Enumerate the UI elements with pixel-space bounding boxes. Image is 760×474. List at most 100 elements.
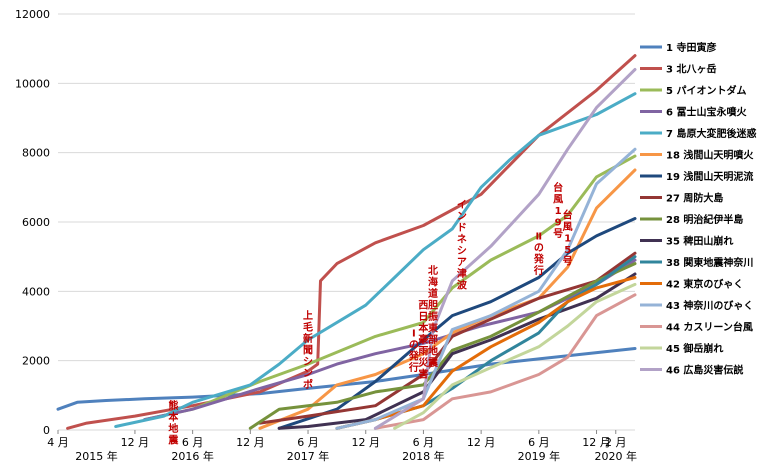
annotation-char: 東 <box>428 322 438 335</box>
annotation-char: 聞 <box>303 345 313 357</box>
annotation-char: 震 <box>428 357 439 369</box>
y-tick-label: 6000 <box>22 216 50 229</box>
annotation-char: 台 <box>563 209 573 222</box>
legend-label: 43 神奈川のびゃく <box>666 299 753 312</box>
x-tick-label: 4 月 <box>47 436 69 449</box>
annotation-char: ン <box>303 369 313 380</box>
y-tick-label: 10000 <box>15 77 50 90</box>
x-tick-label: 6 月 <box>528 436 550 449</box>
annotation-char: の <box>534 243 544 254</box>
annotation-char: 地 <box>168 422 178 435</box>
annotation-char: の <box>409 340 419 351</box>
x-tick-label: 12 月 <box>467 436 496 449</box>
series-line <box>373 68 637 430</box>
annotation-char: 津 <box>457 267 467 280</box>
x-tick-label: 12 月 <box>236 436 265 449</box>
legend-label: 6 冨士山宝永噴火 <box>666 106 747 119</box>
series-line <box>114 92 637 428</box>
legend-label: 18 浅間山天明噴火 <box>666 149 754 162</box>
x-year-label: 2016 年 <box>171 449 214 463</box>
legend-label: 42 東京のびゃく <box>666 278 743 291</box>
annotation-char: 号 <box>553 228 563 240</box>
annotation-char: 1 <box>564 234 571 245</box>
y-tick-label: 2000 <box>22 355 50 368</box>
annotation-char: 災 <box>417 357 429 369</box>
series-line <box>393 282 637 430</box>
series-line <box>373 293 637 430</box>
x-tick-label: 6 月 <box>413 436 435 449</box>
annotation-char: 海 <box>428 276 438 289</box>
annotation-char: ア <box>457 257 467 269</box>
annotation-char: 熊 <box>168 399 178 412</box>
annotation-char: 害 <box>418 368 428 381</box>
annotation-char: 行 <box>408 361 419 374</box>
annotation-char: ド <box>457 222 467 234</box>
y-tick-label: 4000 <box>22 285 50 298</box>
annotation-char: 9 <box>555 217 562 228</box>
annotation-char: シ <box>303 356 313 368</box>
annotation-char: 発 <box>408 349 420 362</box>
y-tick-label: 12000 <box>15 8 50 21</box>
annotation-char: 道 <box>428 287 438 300</box>
annotation-char: シ <box>457 245 467 257</box>
x-year-label: 2015 年 <box>75 449 118 463</box>
x-tick-label: 6 月 <box>182 436 204 449</box>
series-line <box>335 276 637 430</box>
legend-label: 28 明治紀伊半島 <box>666 213 743 226</box>
series-line <box>277 217 637 430</box>
annotation-char: イ <box>457 199 467 211</box>
x-tick-label: 12 月 <box>351 436 380 449</box>
legend-label: 35 稗田山崩れ <box>666 235 733 248</box>
annotation-char: 日 <box>418 311 428 323</box>
annotation-char: ネ <box>457 234 467 246</box>
legend-label: 5 パイオントダム <box>666 84 746 97</box>
annotation-char: ン <box>457 212 467 223</box>
annotation-char: Ⅱ <box>536 231 543 242</box>
annotation-char: 震 <box>168 435 179 447</box>
y-tick-label: 0 <box>43 424 50 437</box>
x-tick-label: 12 月 <box>121 436 150 449</box>
annotation-char: 毛 <box>303 321 313 334</box>
annotation-char: 本 <box>418 322 429 335</box>
annotation-char: 部 <box>428 333 438 346</box>
legend-label: 1 寺田寅彦 <box>666 41 716 54</box>
series-line <box>277 272 637 430</box>
annotation-char: 本 <box>168 411 179 424</box>
annotation-char: 5 <box>564 245 571 256</box>
annotation-char: 号 <box>563 256 573 268</box>
annotation-char: 発 <box>533 252 545 265</box>
x-tick-label: 6 月 <box>297 436 319 449</box>
legend-label: 27 周防大島 <box>666 192 723 205</box>
annotation-char: 行 <box>533 264 544 277</box>
annotation-char: 1 <box>555 206 562 217</box>
x-tick-label: 2 月 <box>605 436 627 449</box>
annotation-char: ポ <box>303 378 313 391</box>
legend-label: 44 カスリーン台風 <box>666 321 753 334</box>
legend-label: 46 広島災害伝説 <box>666 364 743 377</box>
x-year-label: 2020 年 <box>595 449 638 463</box>
x-tick-label: 12 月 <box>582 436 611 449</box>
annotation-char: 胆 <box>428 300 438 312</box>
legend-label: 7 島原大変肥後迷惑 <box>666 127 756 140</box>
y-tick-label: 8000 <box>22 147 50 160</box>
annotation-char: 波 <box>457 279 468 292</box>
x-year-label: 2017 年 <box>287 449 330 463</box>
annotation-char: Ⅰ <box>412 328 416 339</box>
x-year-label: 2018 年 <box>402 449 445 463</box>
legend-label: 38 関東地震神奈川 <box>666 256 753 269</box>
annotation-char: 北 <box>428 264 438 277</box>
legend-label: 3 北八ヶ岳 <box>666 63 716 76</box>
annotation-char: 雨 <box>418 346 428 358</box>
legend-label: 19 浅間山天明泥流 <box>666 170 753 183</box>
annotation-char: 振 <box>428 310 438 323</box>
